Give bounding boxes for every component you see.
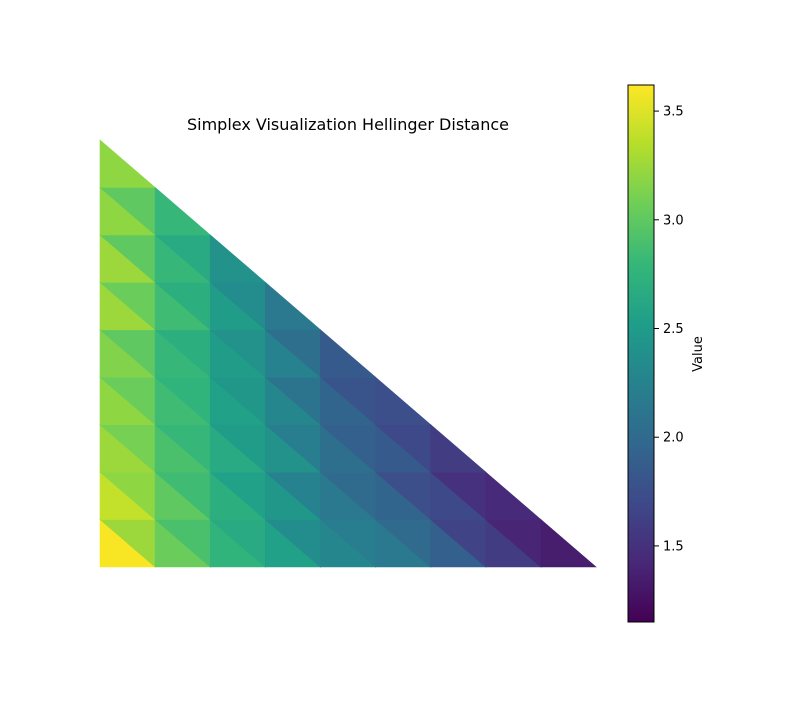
heatmap-cell-r3-c5-lower bbox=[375, 376, 432, 425]
heatmap-cell-r7-c1-lower bbox=[154, 186, 212, 236]
heatmap-cell-r1-c7-lower bbox=[485, 471, 542, 520]
heatmap-cell-r6-c2-lower bbox=[209, 234, 267, 283]
colorbar: 1.5 2.0 2.5 3.0 3.5 Value bbox=[627, 84, 706, 623]
colorbar-ticks: 1.5 2.0 2.5 3.0 3.5 bbox=[654, 105, 684, 554]
heatmap-cell-r2-c6-lower bbox=[430, 424, 487, 473]
heatmap-cell-r8-c0-lower bbox=[99, 139, 156, 188]
colorbar-label: Value bbox=[691, 336, 706, 372]
colorbar-tick-label: 2.0 bbox=[663, 431, 684, 446]
colorbar-tick-label: 1.5 bbox=[663, 539, 684, 554]
colorbar-tick-label: 3.0 bbox=[663, 213, 684, 228]
heatmap-cell-r0-c8-lower bbox=[540, 518, 597, 568]
colorbar-tick-label: 2.5 bbox=[663, 322, 684, 337]
heatmap-cell-r5-c3-lower bbox=[265, 281, 322, 331]
heatmap-cell-r4-c4-lower bbox=[320, 329, 377, 378]
colorbar-tick-label: 3.5 bbox=[663, 105, 684, 120]
heatmap-cells bbox=[99, 139, 597, 568]
chart-title: Simplex Visualization Hellinger Distance bbox=[187, 115, 509, 134]
colorbar-gradient bbox=[627, 84, 655, 623]
